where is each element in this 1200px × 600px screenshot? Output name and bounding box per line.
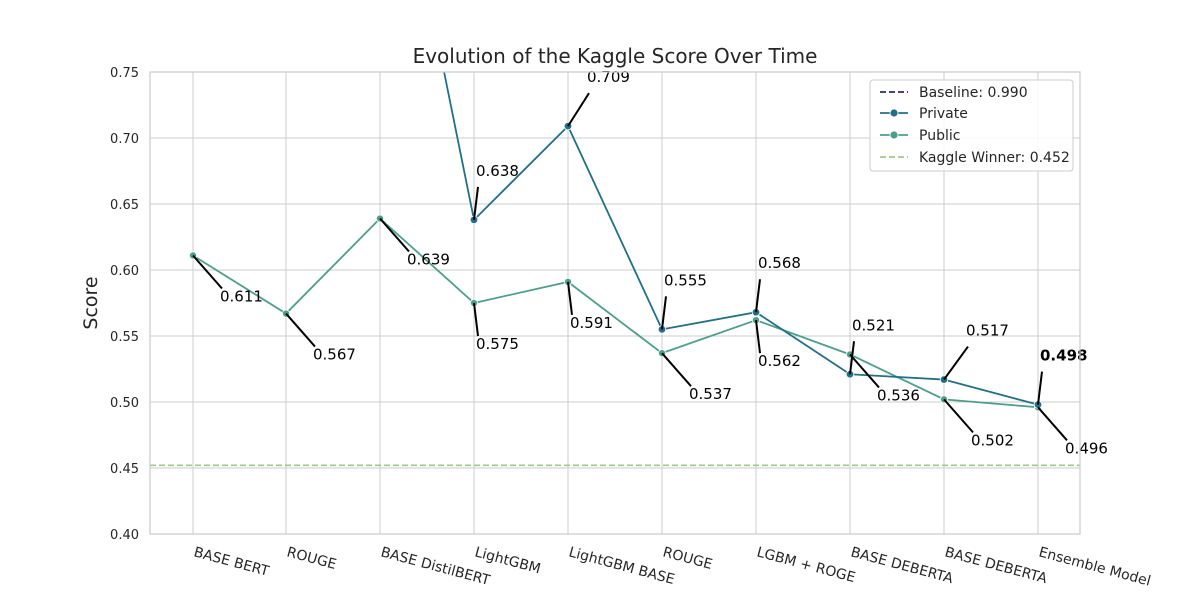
legend-public-marker — [889, 130, 899, 140]
y-tick-label: 0.75 — [110, 66, 139, 81]
public-series-line — [192, 217, 1039, 409]
data-label: 0.537 — [689, 385, 732, 403]
data-label-leader — [1037, 371, 1043, 405]
x-tick-label: BASE DEBERTA — [849, 544, 955, 587]
data-label: 0.567 — [313, 346, 356, 364]
data-label-leader — [473, 302, 479, 337]
data-label-leader — [849, 353, 880, 389]
legend: Baseline: 0.990 Private Public Kaggle Wi… — [869, 79, 1074, 172]
legend-public-label: Public — [919, 128, 960, 144]
x-tick-label: BASE DEBERTA — [943, 544, 1049, 587]
data-label: 0.575 — [476, 335, 519, 353]
y-tick-label: 0.70 — [110, 132, 139, 147]
x-tick-label: LGBM + ROGE — [755, 544, 857, 586]
y-tick-label: 0.45 — [110, 462, 139, 477]
data-label: 0.517 — [966, 322, 1009, 340]
legend-winner-label: Kaggle Winner: 0.452 — [919, 150, 1070, 166]
data-label-leader — [473, 186, 479, 220]
data-label-leader — [943, 398, 974, 434]
data-label: 0.638 — [476, 162, 519, 180]
data-label: 0.611 — [220, 287, 263, 305]
data-label-leader — [192, 254, 223, 290]
legend-private-label: Private — [919, 106, 968, 122]
x-tick-label: LightGBM BASE — [567, 544, 676, 588]
legend-box — [869, 79, 1074, 172]
data-label-leader — [755, 279, 761, 313]
grid — [150, 71, 1080, 535]
data-label-leader — [943, 345, 969, 381]
y-tick-label: 0.50 — [110, 396, 139, 411]
data-label: 0.709 — [587, 68, 630, 86]
data-label-leader — [1037, 406, 1068, 441]
data-label: 0.502 — [971, 431, 1014, 449]
y-axis-label: Score — [80, 276, 102, 329]
data-label: 0.591 — [570, 314, 613, 332]
legend-private-marker — [889, 108, 899, 118]
data-label: 0.498 — [1040, 347, 1087, 365]
data-label: 0.562 — [758, 352, 801, 370]
plot-frame — [149, 71, 1081, 535]
data-label-leader — [567, 281, 573, 316]
x-tick-label: BASE BERT — [192, 544, 271, 580]
data-label-leader — [661, 296, 667, 330]
y-tick-labels: 0.40 0.45 0.50 0.55 0.60 0.65 0.70 0.75 — [110, 66, 139, 543]
x-tick-label: Ensemble Model — [1037, 544, 1152, 589]
data-label-leader — [285, 312, 316, 348]
x-tick-label: ROUGE — [285, 544, 338, 573]
data-label: 0.521 — [852, 316, 895, 334]
legend-baseline-label: Baseline: 0.990 — [919, 85, 1028, 101]
data-label: 0.568 — [758, 254, 801, 272]
x-tick-label: ROUGE — [661, 544, 714, 573]
chart-title: Evolution of the Kaggle Score Over Time — [413, 44, 818, 68]
data-label-leader — [661, 352, 692, 387]
y-tick-label: 0.65 — [110, 198, 139, 213]
data-label: 0.555 — [664, 271, 707, 289]
data-label-leader — [755, 320, 761, 354]
data-label: 0.496 — [1065, 439, 1108, 457]
y-tick-label: 0.60 — [110, 264, 139, 279]
y-tick-label: 0.40 — [110, 528, 139, 543]
data-label: 0.639 — [407, 251, 450, 269]
data-labels: 0.638 0.709 0.555 0.568 0.521 0.517 0.498 0.611… — [192, 68, 1108, 457]
y-tick-label: 0.55 — [110, 330, 139, 345]
data-label-leader — [379, 217, 410, 253]
private-series-line — [443, 71, 1039, 406]
data-label: 0.536 — [877, 386, 920, 404]
data-label-leader — [567, 92, 590, 127]
